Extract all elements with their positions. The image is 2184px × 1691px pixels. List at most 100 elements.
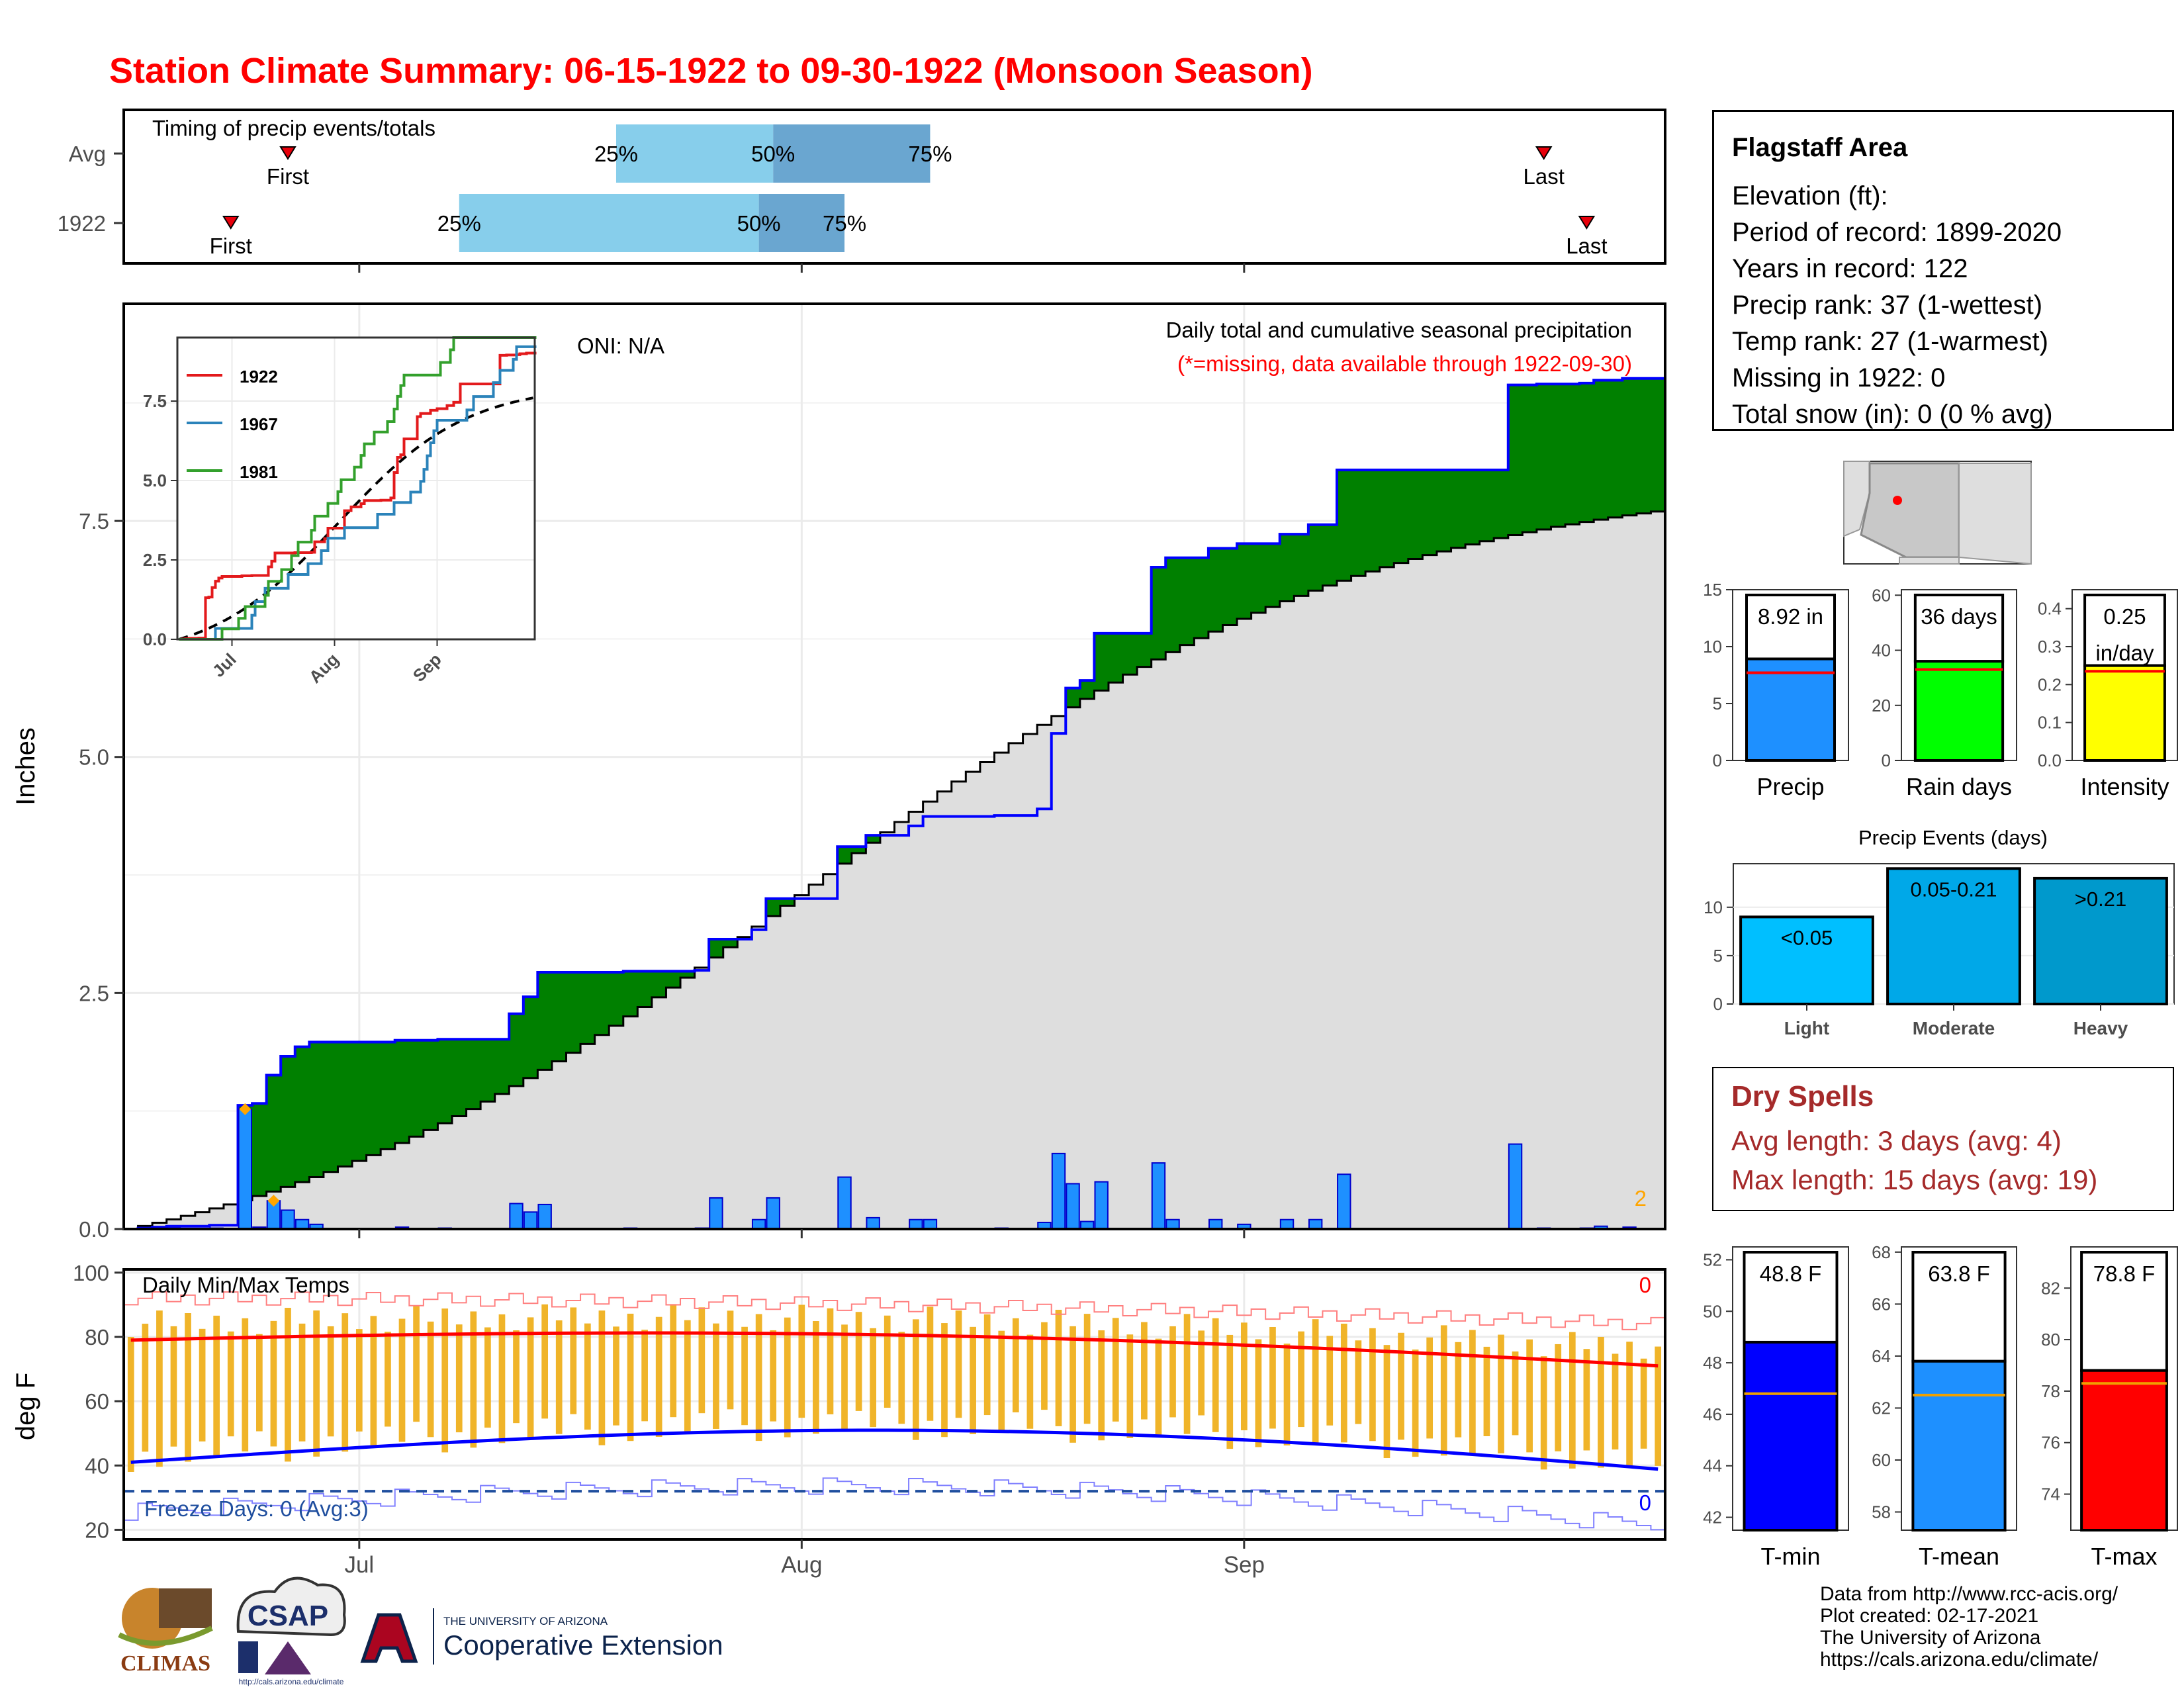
temp-range-bar — [285, 1308, 291, 1462]
precip-axis-label: Precip — [1756, 773, 1824, 800]
temp-range-bar — [941, 1323, 948, 1438]
temp-range-bar — [1340, 1323, 1347, 1443]
temp-range-bar — [484, 1327, 491, 1428]
events-y-tick-label: 0 — [1713, 994, 1723, 1014]
climas-swoosh — [118, 1625, 213, 1646]
csap-logo: CSAP http://cals.arizona.edu/climate — [236, 1577, 346, 1686]
record-high-line — [124, 1291, 1665, 1330]
temp-range-bar — [641, 1330, 648, 1422]
inset-series-1967 — [179, 345, 537, 641]
timing-label-q25: 25% — [437, 211, 481, 236]
climas-mountain — [159, 1588, 212, 1628]
timing-marker-last — [1535, 146, 1553, 160]
heavy-event-marker-1 — [267, 1195, 280, 1207]
temp-range-bar — [170, 1326, 177, 1447]
temp-range-bar — [1198, 1330, 1205, 1416]
events-y-tick-label: 5 — [1713, 946, 1723, 966]
temp-range-bar — [784, 1317, 791, 1438]
temp-range-bar — [1569, 1332, 1576, 1469]
heavy-event-marker-0 — [239, 1103, 251, 1115]
info-elevation: Elevation (ft): — [1732, 181, 1888, 210]
temp-range-bar — [270, 1320, 277, 1447]
temp-range-bar — [513, 1330, 520, 1424]
temp-range-bar — [1112, 1318, 1119, 1422]
temp-range-bar — [1055, 1309, 1062, 1426]
avg-min-temp-line — [130, 1428, 1659, 1471]
daily-precip-bar — [1151, 1162, 1166, 1230]
temp-range-bar — [1226, 1334, 1234, 1449]
inset-legend-label-1981: 1981 — [240, 462, 278, 482]
temp-range-bar — [1512, 1351, 1519, 1436]
temp-range-bar — [327, 1326, 334, 1437]
info-years: Years in record: 122 — [1732, 254, 1968, 283]
temp-y-tick-label: 100 — [73, 1261, 109, 1285]
hot-days-count: 0 — [1639, 1273, 1651, 1297]
temp-range-bar — [1540, 1356, 1547, 1470]
tmean-y-tick-label: 58 — [1872, 1502, 1891, 1522]
tmin-axis-label: T-min — [1761, 1543, 1821, 1570]
csap-bars — [238, 1641, 258, 1673]
timing-label-q50: 50% — [737, 211, 781, 236]
temp-range-bar — [1383, 1345, 1390, 1459]
daily-precip-bar — [1066, 1183, 1080, 1230]
tmin-y-tick-label: 42 — [1703, 1508, 1722, 1528]
temp-range-bar — [1655, 1346, 1662, 1466]
intensity-value-box — [2083, 594, 2166, 667]
temp-range-bar — [213, 1315, 220, 1457]
temp-range-bar — [298, 1323, 306, 1441]
inset-legend-label-1922: 1922 — [240, 367, 278, 387]
temp-range-bar — [627, 1313, 634, 1441]
timing-row-label: 1922 — [58, 211, 106, 236]
timing-label-q25: 25% — [594, 142, 638, 166]
intensity-y-tick-label: 0.3 — [2038, 637, 2062, 657]
info-precip-rank: Precip rank: 37 (1-wettest) — [1732, 291, 2043, 320]
tmin-y-tick-label: 48 — [1703, 1353, 1722, 1373]
temp-range-bar — [199, 1328, 206, 1441]
events-category-label: Light — [1784, 1018, 1829, 1038]
station-location-marker — [1893, 496, 1902, 505]
timing-bar-q50-q75 — [758, 194, 845, 252]
temp-range-bar — [670, 1304, 677, 1418]
tmax-bar — [2080, 1369, 2168, 1532]
arizona-map — [1843, 461, 2032, 565]
temp-range-bar — [1469, 1330, 1476, 1455]
precip-y-tick-label: 0.0 — [79, 1217, 109, 1242]
missing-caption: (*=missing, data available through 1922-… — [1177, 351, 1632, 376]
daily-precip-bar — [1308, 1218, 1323, 1230]
temp-range-bar — [1455, 1342, 1462, 1438]
tmean-value-label: 63.8 F — [1928, 1261, 1990, 1286]
temp-range-bar — [1212, 1318, 1219, 1432]
intensity-value-label: 0.25 — [2103, 604, 2146, 629]
temp-x-tick-label: Aug — [781, 1552, 822, 1578]
daily-precip-bar — [709, 1197, 723, 1230]
info-temp-rank: Temp rank: 27 (1-warmest) — [1732, 327, 2048, 356]
precip-y-tick-label: 15 — [1703, 580, 1722, 600]
oni-label: ONI: N/A — [577, 334, 664, 358]
temp-range-bar — [1298, 1331, 1304, 1428]
daily-precip-bar — [1165, 1218, 1180, 1230]
temp-range-bar — [1026, 1334, 1034, 1429]
map-new-mexico — [1958, 463, 2032, 565]
station-info-lines: Elevation (ft): Period of record: 1899-2… — [1732, 181, 2062, 436]
rain-days-y-tick-label: 20 — [1872, 696, 1891, 715]
daily-precip-bar — [1094, 1181, 1109, 1230]
inset-legend-label-1967: 1967 — [240, 414, 278, 434]
daily-precip-bar — [1508, 1143, 1523, 1230]
inset-y-tick-label: 2.5 — [143, 550, 167, 570]
intensity-panel: 0.25 in/day 0.0 0.1 0.2 0.3 0.4 Intensity — [2038, 589, 2178, 800]
daily-precip-bar — [766, 1197, 780, 1230]
daily-precip-bar — [537, 1203, 552, 1230]
temp-range-bar — [1041, 1322, 1048, 1410]
temp-range-bar — [1326, 1336, 1334, 1426]
temp-range-bar — [1312, 1319, 1319, 1444]
freeze-days-label: Freeze Days: 0 (Avg:3) — [144, 1496, 369, 1521]
rain-days-y-tick-label: 0 — [1882, 751, 1891, 770]
precip-bar — [1745, 657, 1836, 762]
temp-range-bar — [185, 1313, 191, 1462]
timing-label-first: First — [210, 234, 252, 258]
temp-range-bar — [341, 1313, 349, 1452]
temp-range-bar — [983, 1314, 991, 1416]
tmin-y-tick-label: 50 — [1703, 1301, 1722, 1321]
